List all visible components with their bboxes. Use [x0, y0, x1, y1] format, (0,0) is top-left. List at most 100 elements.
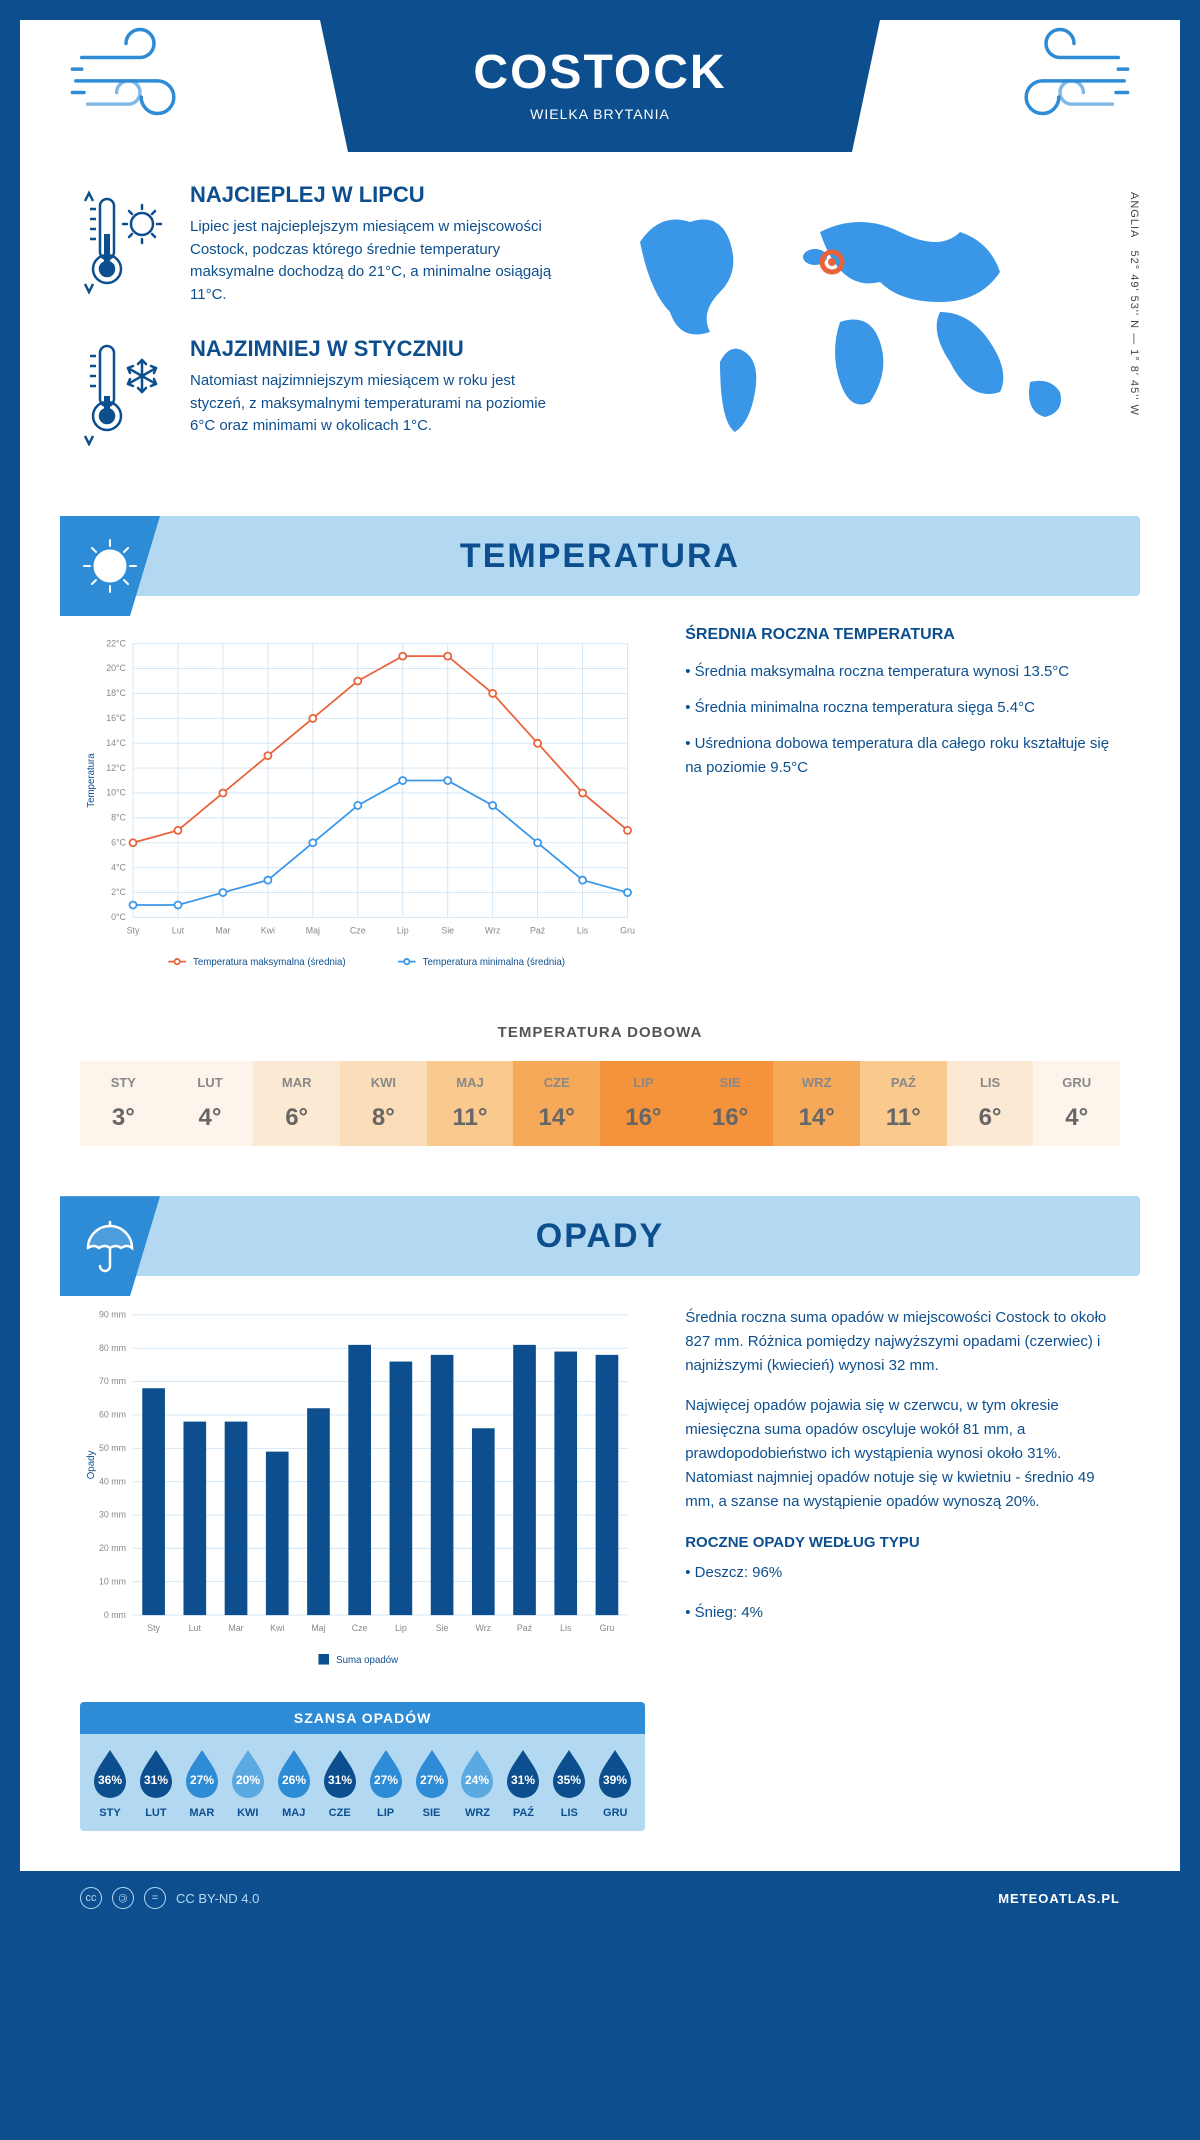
svg-text:27%: 27%: [420, 1773, 444, 1787]
chance-month-label: CZE: [318, 1807, 362, 1819]
chance-drop: 39% GRU: [593, 1746, 637, 1819]
svg-text:27%: 27%: [374, 1773, 398, 1787]
precip-para-1: Średnia roczna suma opadów w miejscowośc…: [685, 1306, 1120, 1378]
fact-hot-text: Lipiec jest najcieplejszym miesiącem w m…: [190, 216, 570, 306]
svg-text:39%: 39%: [603, 1773, 627, 1787]
svg-text:90 mm: 90 mm: [99, 1310, 126, 1320]
svg-text:2°C: 2°C: [111, 887, 126, 897]
annual-temp-title: ŚREDNIA ROCZNA TEMPERATURA: [685, 626, 1120, 644]
fact-cold-title: NAJZIMNIEJ W STYCZNIU: [190, 336, 570, 362]
daily-temp-value: 16°: [600, 1104, 687, 1132]
wind-icon-right: [990, 20, 1130, 130]
svg-text:Paź: Paź: [517, 1623, 532, 1633]
chance-drop: 31% CZE: [318, 1746, 362, 1819]
svg-text:Lip: Lip: [397, 925, 409, 935]
daily-temp-cell: GRU 4°: [1033, 1061, 1120, 1146]
chance-drop: 31%LUT: [134, 1746, 178, 1819]
city-name: COSTOCK: [320, 45, 880, 100]
svg-text:16°C: 16°C: [106, 713, 126, 723]
precip-bytype-title: ROCZNE OPADY WEDŁUG TYPU: [685, 1534, 1120, 1551]
svg-text:Kwi: Kwi: [270, 1623, 284, 1633]
precipitation-header: OPADY: [60, 1196, 1140, 1276]
annual-bullet: • Średnia minimalna roczna temperatura s…: [685, 696, 1120, 720]
temperature-title: TEMPERATURA: [60, 537, 1140, 576]
daily-temp-title: TEMPERATURA DOBOWA: [80, 1024, 1120, 1041]
svg-text:Kwi: Kwi: [261, 925, 275, 935]
svg-text:Sie: Sie: [436, 1623, 449, 1633]
daily-temp-cell: WRZ14°: [773, 1061, 860, 1146]
svg-text:31%: 31%: [328, 1773, 352, 1787]
svg-text:50 mm: 50 mm: [99, 1443, 126, 1453]
daily-temp-cell: MAJ11°: [427, 1061, 514, 1146]
daily-temp-cell: LIP16°: [600, 1061, 687, 1146]
svg-text:Temperatura minimalna (średnia: Temperatura minimalna (średnia): [423, 957, 565, 968]
svg-text:20%: 20%: [236, 1773, 260, 1787]
svg-text:Lip: Lip: [395, 1623, 407, 1633]
precipitation-bar-chart: 0 mm10 mm20 mm30 mm40 mm50 mm60 mm70 mm8…: [80, 1306, 645, 1831]
svg-text:Lis: Lis: [577, 925, 589, 935]
daily-temp-value: 6°: [947, 1104, 1034, 1132]
precipitation-chance-box: SZANSA OPADÓW 36%STY31%LUT27%MAR20%KWI26…: [80, 1702, 645, 1831]
daily-month-label: MAR: [253, 1075, 340, 1090]
svg-text:Temperatura: Temperatura: [86, 753, 97, 808]
svg-text:Opady: Opady: [86, 1451, 97, 1480]
daily-month-label: PAŹ: [860, 1075, 947, 1090]
footer-license: cc 🄯 = CC BY-ND 4.0: [80, 1887, 259, 1909]
bytype-bullet: • Śnieg: 4%: [685, 1601, 1120, 1625]
svg-text:36%: 36%: [98, 1773, 122, 1787]
title-banner: COSTOCK WIELKA BRYTANIA: [320, 20, 880, 152]
daily-temp-value: 6°: [253, 1104, 340, 1132]
temperature-annual-text: ŚREDNIA ROCZNA TEMPERATURA • Średnia mak…: [685, 626, 1120, 984]
fact-cold-text: Natomiast najzimniejszym miesiącem w rok…: [190, 370, 570, 438]
svg-text:Lut: Lut: [172, 925, 185, 935]
coords-region: ANGLIA: [1128, 192, 1140, 238]
daily-month-label: LIS: [947, 1075, 1034, 1090]
bytype-bullet: • Deszcz: 96%: [685, 1561, 1120, 1585]
svg-text:30 mm: 30 mm: [99, 1510, 126, 1520]
svg-text:31%: 31%: [511, 1773, 535, 1787]
svg-text:4°C: 4°C: [111, 862, 126, 872]
precipitation-title: OPADY: [60, 1217, 1140, 1256]
chance-title: SZANSA OPADÓW: [80, 1702, 645, 1734]
cc-icon: cc: [80, 1887, 102, 1909]
svg-text:22°C: 22°C: [106, 638, 126, 648]
chance-month-label: GRU: [593, 1807, 637, 1819]
fact-coldest: NAJZIMNIEJ W STYCZNIU Natomiast najzimni…: [80, 336, 570, 446]
chance-drop: 27%SIE: [410, 1746, 454, 1819]
svg-text:Maj: Maj: [306, 925, 320, 935]
svg-text:60 mm: 60 mm: [99, 1410, 126, 1420]
svg-text:Suma opadów: Suma opadów: [336, 1655, 399, 1666]
footer: cc 🄯 = CC BY-ND 4.0 METEOATLAS.PL: [20, 1871, 1180, 1925]
svg-text:Wrz: Wrz: [476, 1623, 492, 1633]
svg-text:Mar: Mar: [215, 925, 230, 935]
svg-text:Lut: Lut: [189, 1623, 202, 1633]
chance-drop: 26% MAJ: [272, 1746, 316, 1819]
chance-month-label: MAJ: [272, 1807, 316, 1819]
chance-month-label: WRZ: [456, 1807, 500, 1819]
daily-temp-value: 14°: [773, 1104, 860, 1132]
chance-drop: 36%STY: [88, 1746, 132, 1819]
daily-temp-value: 4°: [1033, 1104, 1120, 1132]
daily-temp-value: 3°: [80, 1104, 167, 1132]
daily-month-label: STY: [80, 1075, 167, 1090]
daily-month-label: LUT: [167, 1075, 254, 1090]
daily-month-label: GRU: [1033, 1075, 1120, 1090]
svg-text:Gru: Gru: [620, 925, 635, 935]
fact-hot-title: NAJCIEPLEJ W LIPCU: [190, 182, 570, 208]
svg-text:18°C: 18°C: [106, 688, 126, 698]
coordinates: ANGLIA 52° 49' 53'' N — 1° 8' 45'' W: [1128, 192, 1140, 416]
svg-text:14°C: 14°C: [106, 738, 126, 748]
chance-month-label: PAŹ: [501, 1807, 545, 1819]
svg-text:Wrz: Wrz: [485, 925, 501, 935]
svg-text:Gru: Gru: [600, 1623, 615, 1633]
world-map: [600, 182, 1120, 462]
svg-text:0°C: 0°C: [111, 912, 126, 922]
sun-section-icon: [60, 516, 160, 616]
footer-site: METEOATLAS.PL: [998, 1891, 1120, 1906]
svg-text:Lis: Lis: [560, 1623, 572, 1633]
chance-month-label: KWI: [226, 1807, 270, 1819]
coords-line: 52° 49' 53'' N — 1° 8' 45'' W: [1128, 251, 1140, 416]
svg-text:6°C: 6°C: [111, 837, 126, 847]
daily-temp-cell: SIE16°: [687, 1061, 774, 1146]
svg-text:26%: 26%: [282, 1773, 306, 1787]
